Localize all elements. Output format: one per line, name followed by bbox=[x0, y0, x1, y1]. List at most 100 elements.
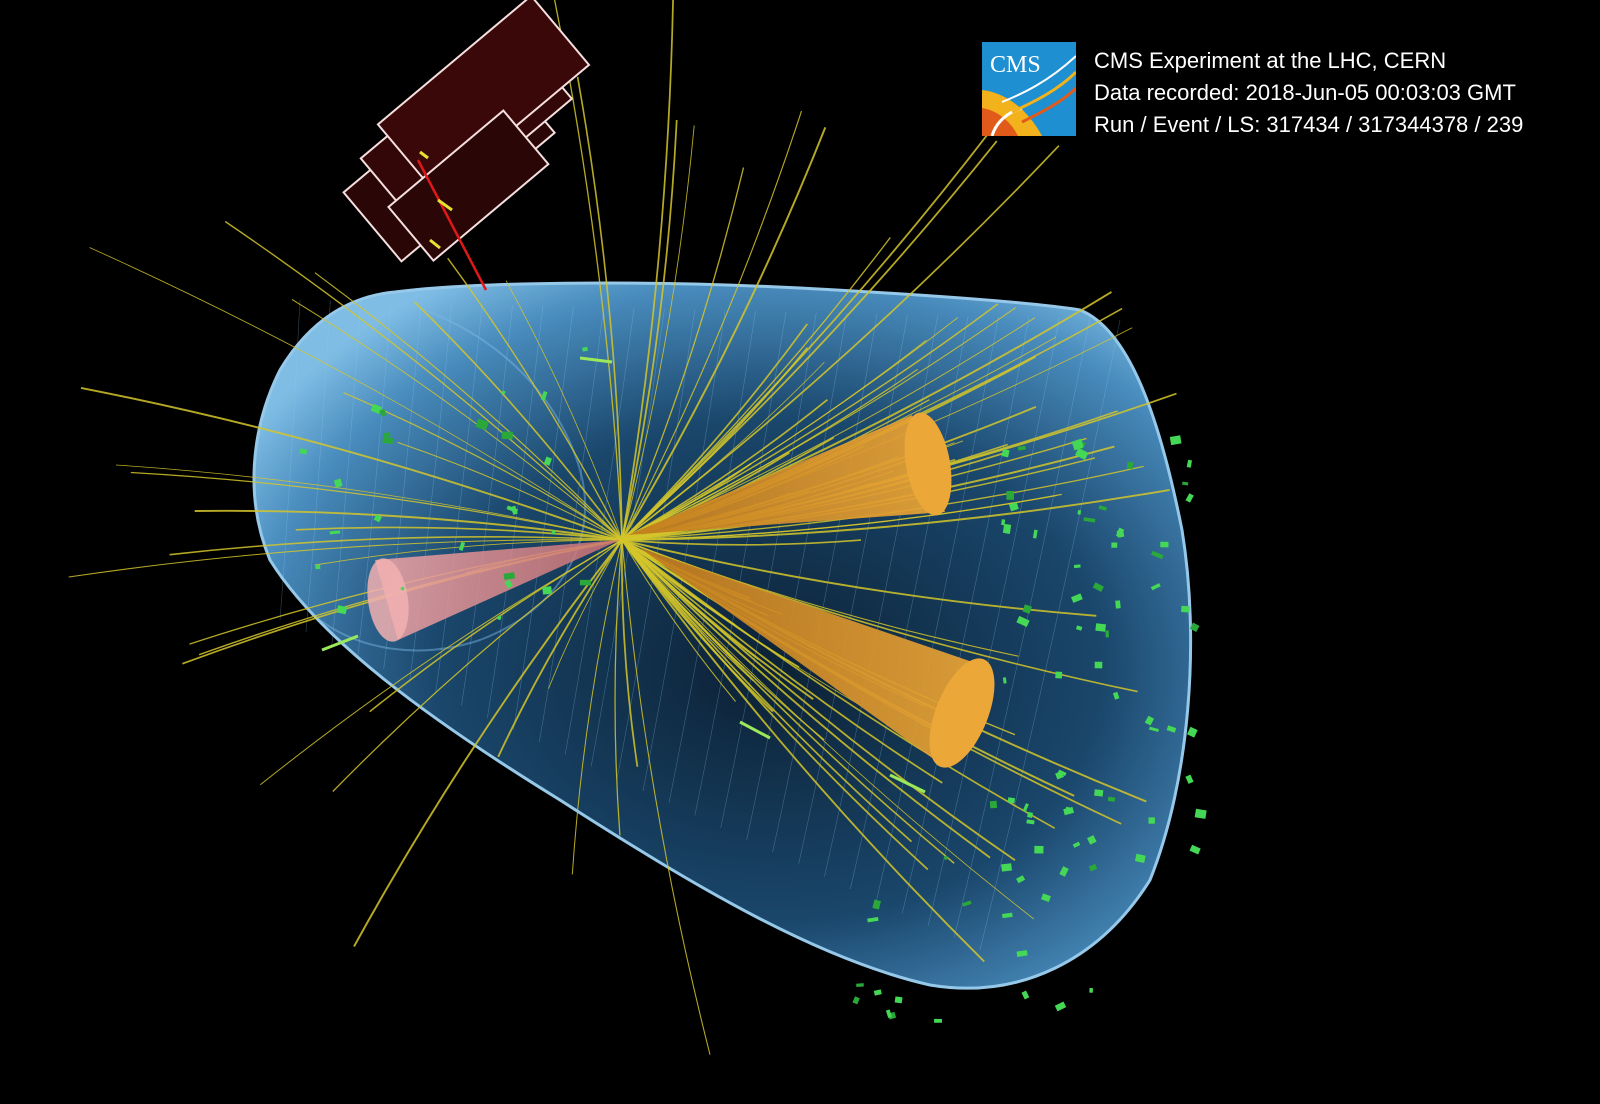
calorimeter-hit bbox=[1059, 866, 1069, 877]
event-info-text: CMS Experiment at the LHC, CERN Data rec… bbox=[1094, 45, 1523, 141]
calorimeter-hit bbox=[1105, 630, 1110, 638]
particle-track bbox=[621, 0, 674, 541]
particle-track bbox=[447, 257, 623, 541]
hit-streak bbox=[739, 720, 771, 740]
calorimeter-hit bbox=[315, 564, 321, 570]
mesh-line bbox=[979, 319, 1121, 951]
muon-chamber bbox=[387, 109, 550, 263]
particle-track bbox=[621, 539, 639, 767]
calorimeter-hit bbox=[872, 899, 881, 910]
calorimeter-hit bbox=[1055, 770, 1064, 780]
particle-track bbox=[314, 272, 623, 541]
mesh-line bbox=[461, 305, 513, 706]
hit-streak bbox=[321, 634, 359, 652]
calorimeter-hit bbox=[1075, 447, 1089, 461]
photon-cone bbox=[367, 540, 620, 642]
calorimeter-hit bbox=[1041, 893, 1051, 903]
particle-track bbox=[621, 117, 1001, 541]
calorimeter-hit bbox=[1075, 625, 1083, 631]
particle-track bbox=[621, 110, 803, 541]
particle-track bbox=[194, 509, 623, 541]
calorimeter-hit bbox=[540, 391, 548, 401]
calorimeter-hit bbox=[1032, 529, 1038, 539]
mesh-line bbox=[590, 308, 665, 767]
calorimeter-hit bbox=[506, 505, 519, 514]
calorimeter-hit bbox=[852, 996, 860, 1005]
calorimeter-hit bbox=[1021, 990, 1030, 1000]
calorimeter-hit bbox=[1169, 435, 1182, 446]
calorimeter-hit bbox=[1181, 605, 1190, 613]
hit-streak bbox=[889, 773, 926, 794]
particle-track bbox=[621, 323, 808, 541]
calorimeter-hit bbox=[543, 456, 553, 466]
calorimeter-hit bbox=[1022, 803, 1029, 813]
calorimeter-hits bbox=[299, 346, 1207, 1023]
calorimeter-hit bbox=[458, 541, 466, 551]
calorimeter-hit bbox=[1088, 863, 1098, 872]
calorimeter-hit bbox=[579, 579, 591, 586]
mesh-line bbox=[357, 302, 392, 657]
particle-track bbox=[505, 280, 623, 541]
calorimeter-hit bbox=[379, 408, 387, 417]
calorimeter-hit bbox=[873, 989, 882, 996]
calorimeter-hit bbox=[370, 403, 383, 415]
calorimeter-hit bbox=[962, 900, 972, 907]
particle-track bbox=[621, 539, 1016, 862]
particle-track bbox=[295, 526, 623, 541]
particle-track bbox=[115, 464, 623, 541]
calorimeter-hit bbox=[1182, 481, 1189, 486]
particle-track bbox=[259, 539, 623, 786]
particle-track bbox=[621, 539, 943, 784]
particle-track bbox=[291, 298, 623, 541]
calorimeter-hit bbox=[383, 431, 391, 438]
calorimeter-hit bbox=[504, 579, 513, 589]
particle-track bbox=[130, 471, 623, 541]
calorimeter-hit bbox=[503, 572, 516, 581]
calorimeter-hit bbox=[1002, 677, 1007, 684]
calorimeter-hit bbox=[1098, 505, 1107, 511]
calorimeter-hit bbox=[497, 615, 502, 621]
calorimeter-hit bbox=[1092, 582, 1104, 592]
particle-track bbox=[621, 145, 1060, 541]
particle-track bbox=[621, 125, 695, 541]
calorimeter-hit bbox=[1016, 950, 1028, 957]
run-event-ls: Run / Event / LS: 317434 / 317344378 / 2… bbox=[1094, 112, 1524, 137]
calorimeter-hit bbox=[1054, 1001, 1067, 1012]
mesh-line bbox=[953, 319, 1090, 938]
particle-track bbox=[353, 539, 623, 947]
calorimeter-hit bbox=[1004, 527, 1011, 535]
particle-track bbox=[397, 441, 623, 541]
calorimeter-hit bbox=[1150, 583, 1161, 591]
particle-track bbox=[621, 119, 678, 541]
calorimeter-hit bbox=[329, 530, 341, 535]
particle-track bbox=[548, 539, 623, 689]
calorimeter-hit bbox=[1187, 726, 1198, 738]
mesh-line bbox=[798, 314, 908, 865]
particle-track bbox=[621, 539, 985, 963]
calorimeter-hit bbox=[1144, 715, 1155, 726]
jet-cone-upper bbox=[628, 412, 952, 535]
particle-track bbox=[621, 539, 929, 871]
hit-streak bbox=[579, 356, 613, 364]
calorimeter-hit bbox=[1094, 661, 1103, 669]
calorimeter-hit bbox=[867, 917, 879, 923]
calorimeter-hit bbox=[582, 346, 588, 352]
calorimeter-hit bbox=[1189, 844, 1201, 855]
calorimeter-hit bbox=[1077, 510, 1082, 515]
particle-track bbox=[621, 539, 737, 702]
calorimeter-hit bbox=[1026, 819, 1035, 825]
particle-track bbox=[576, 76, 623, 541]
particle-track bbox=[621, 399, 828, 541]
particle-track bbox=[614, 539, 623, 836]
calorimeter-hit bbox=[1151, 550, 1164, 560]
calorimeter-hit bbox=[1001, 519, 1006, 526]
calorimeter-hit bbox=[1112, 691, 1120, 700]
muon-chambers bbox=[342, 0, 591, 291]
calorimeter-hit bbox=[1027, 811, 1033, 819]
particle-track bbox=[571, 539, 623, 875]
particle-track bbox=[621, 539, 1056, 829]
calorimeter-hit bbox=[1194, 808, 1207, 819]
mesh-line bbox=[746, 313, 847, 841]
particle-track bbox=[621, 539, 991, 859]
particle-track bbox=[621, 140, 998, 541]
